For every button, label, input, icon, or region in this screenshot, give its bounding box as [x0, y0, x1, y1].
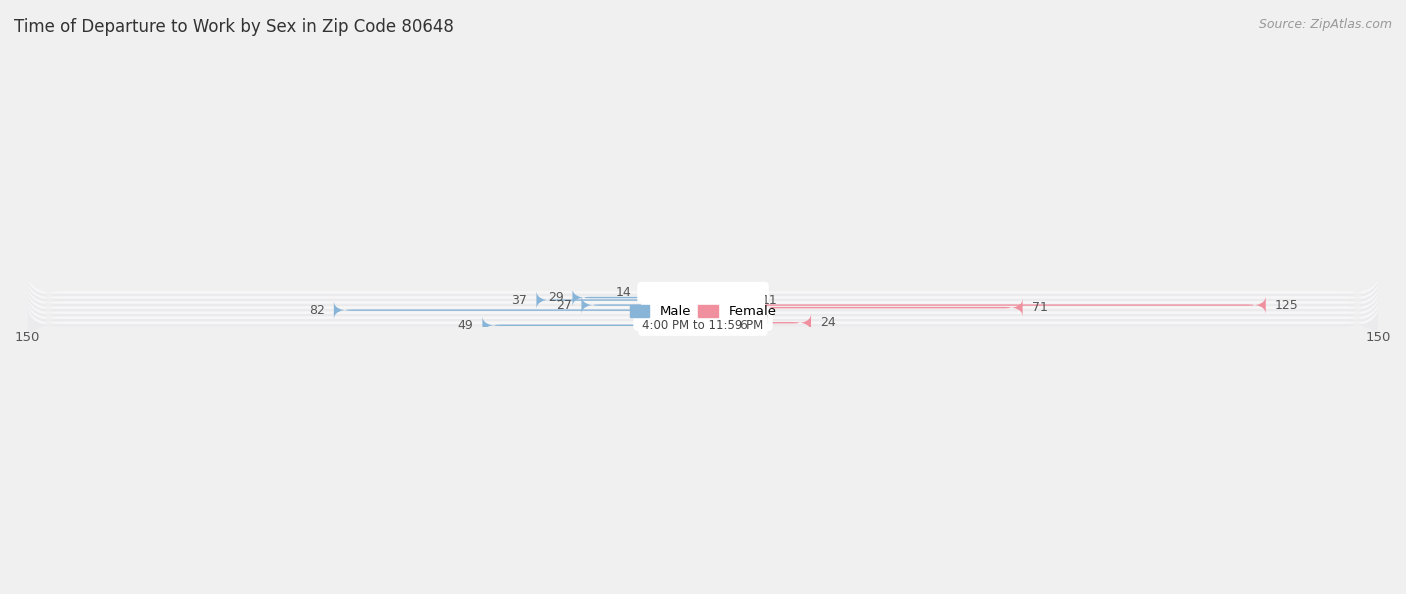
FancyBboxPatch shape	[333, 301, 703, 320]
Text: 10:00 AM to 10:59 AM: 10:00 AM to 10:59 AM	[638, 311, 768, 324]
FancyBboxPatch shape	[681, 304, 703, 322]
Text: 5: 5	[734, 304, 742, 317]
Text: 9:00 AM to 9:59 AM: 9:00 AM to 9:59 AM	[645, 309, 761, 322]
Text: 5: 5	[734, 286, 742, 299]
FancyBboxPatch shape	[703, 290, 752, 309]
FancyBboxPatch shape	[28, 284, 1378, 321]
Text: 0: 0	[664, 306, 672, 319]
FancyBboxPatch shape	[703, 311, 725, 330]
Text: 6:00 AM to 6:29 AM: 6:00 AM to 6:29 AM	[645, 293, 761, 307]
FancyBboxPatch shape	[703, 301, 725, 320]
Text: 7:00 AM to 7:29 AM: 7:00 AM to 7:29 AM	[645, 299, 761, 312]
Text: 5: 5	[664, 316, 672, 329]
Text: 37: 37	[512, 293, 527, 307]
FancyBboxPatch shape	[582, 296, 703, 314]
FancyBboxPatch shape	[28, 307, 1378, 344]
FancyBboxPatch shape	[28, 301, 1378, 339]
FancyBboxPatch shape	[28, 296, 1378, 334]
FancyBboxPatch shape	[28, 291, 1378, 329]
FancyBboxPatch shape	[28, 274, 1378, 311]
Text: 29: 29	[548, 291, 564, 304]
FancyBboxPatch shape	[681, 311, 703, 330]
FancyBboxPatch shape	[703, 296, 1265, 314]
FancyBboxPatch shape	[28, 276, 1378, 314]
FancyBboxPatch shape	[703, 308, 725, 327]
Text: 125: 125	[1275, 299, 1299, 312]
FancyBboxPatch shape	[28, 299, 1378, 337]
Text: 7:30 AM to 7:59 AM: 7:30 AM to 7:59 AM	[645, 301, 761, 314]
Text: 5: 5	[734, 289, 742, 302]
FancyBboxPatch shape	[703, 283, 725, 302]
Text: 49: 49	[457, 319, 474, 332]
FancyBboxPatch shape	[703, 314, 811, 332]
Text: 11:00 AM to 11:59 AM: 11:00 AM to 11:59 AM	[638, 314, 768, 327]
Text: 5: 5	[664, 289, 672, 302]
Text: 71: 71	[1032, 301, 1047, 314]
FancyBboxPatch shape	[640, 283, 703, 302]
Text: 9: 9	[645, 301, 654, 314]
Text: 6: 6	[740, 291, 747, 304]
Text: 82: 82	[309, 304, 325, 317]
Legend: Male, Female: Male, Female	[624, 299, 782, 324]
FancyBboxPatch shape	[703, 316, 730, 334]
Text: 0: 0	[734, 311, 742, 324]
Text: 6:30 AM to 6:59 AM: 6:30 AM to 6:59 AM	[645, 296, 761, 309]
Text: 0: 0	[664, 314, 672, 327]
Text: 24: 24	[820, 316, 835, 329]
Text: 6: 6	[740, 319, 747, 332]
Text: 12:00 PM to 3:59 PM: 12:00 PM to 3:59 PM	[643, 316, 763, 329]
FancyBboxPatch shape	[482, 316, 703, 334]
Text: Source: ZipAtlas.com: Source: ZipAtlas.com	[1258, 18, 1392, 31]
Text: 5:30 AM to 5:59 AM: 5:30 AM to 5:59 AM	[645, 291, 761, 304]
Text: 8:00 AM to 8:29 AM: 8:00 AM to 8:29 AM	[645, 304, 761, 317]
FancyBboxPatch shape	[703, 293, 740, 312]
FancyBboxPatch shape	[681, 286, 703, 304]
FancyBboxPatch shape	[676, 293, 703, 312]
Text: 0: 0	[734, 314, 742, 327]
FancyBboxPatch shape	[681, 314, 703, 332]
FancyBboxPatch shape	[703, 286, 725, 304]
Text: 0: 0	[664, 311, 672, 324]
FancyBboxPatch shape	[681, 306, 703, 324]
FancyBboxPatch shape	[703, 306, 725, 324]
FancyBboxPatch shape	[28, 304, 1378, 342]
Text: 11: 11	[762, 293, 778, 307]
FancyBboxPatch shape	[662, 298, 703, 317]
Text: 0: 0	[734, 306, 742, 319]
FancyBboxPatch shape	[28, 281, 1378, 319]
Text: 6: 6	[659, 296, 666, 309]
FancyBboxPatch shape	[703, 304, 725, 322]
FancyBboxPatch shape	[28, 279, 1378, 317]
Text: 4: 4	[734, 309, 742, 322]
Text: 27: 27	[557, 299, 572, 312]
Text: 0: 0	[664, 309, 672, 322]
FancyBboxPatch shape	[28, 286, 1378, 324]
FancyBboxPatch shape	[28, 294, 1378, 331]
Text: 14: 14	[616, 286, 631, 299]
FancyBboxPatch shape	[572, 288, 703, 307]
Text: 8: 8	[748, 296, 756, 309]
FancyBboxPatch shape	[28, 289, 1378, 327]
FancyBboxPatch shape	[681, 308, 703, 327]
Text: 5:00 AM to 5:29 AM: 5:00 AM to 5:29 AM	[645, 289, 761, 302]
Text: 12:00 AM to 4:59 AM: 12:00 AM to 4:59 AM	[641, 286, 765, 299]
Text: 4:00 PM to 11:59 PM: 4:00 PM to 11:59 PM	[643, 319, 763, 332]
Text: Time of Departure to Work by Sex in Zip Code 80648: Time of Departure to Work by Sex in Zip …	[14, 18, 454, 36]
FancyBboxPatch shape	[703, 298, 1022, 317]
FancyBboxPatch shape	[703, 288, 730, 307]
FancyBboxPatch shape	[537, 290, 703, 309]
Text: 8:30 AM to 8:59 AM: 8:30 AM to 8:59 AM	[645, 306, 761, 319]
